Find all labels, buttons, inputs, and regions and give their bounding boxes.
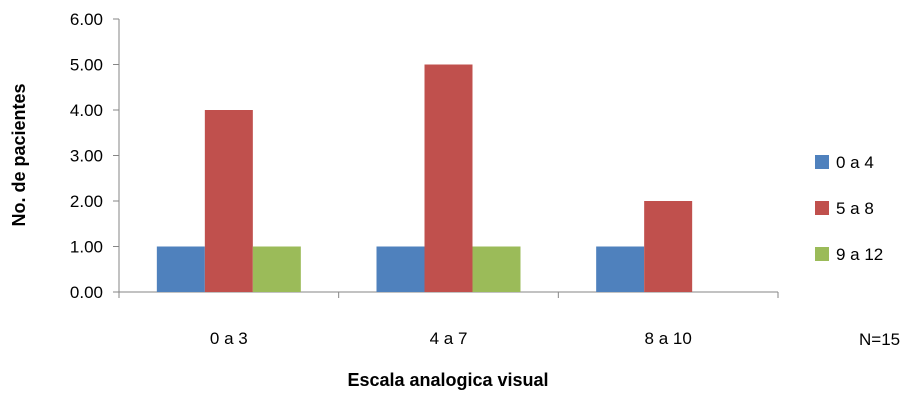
legend-label: 5 a 8 xyxy=(836,199,874,218)
legend-label: 9 a 12 xyxy=(836,245,883,264)
x-axis-title: Escala analogica visual xyxy=(347,370,548,390)
bar xyxy=(596,246,645,292)
x-axis: 0 a 3 4 a 7 8 a 10 xyxy=(118,291,779,348)
y-tick-label: 1.00 xyxy=(70,238,103,257)
y-tick-label: 6.00 xyxy=(70,10,103,29)
x-tick-label: 8 a 10 xyxy=(645,329,692,348)
x-tick-label: 4 a 7 xyxy=(430,329,468,348)
bar xyxy=(252,246,301,292)
y-axis: 0.00 1.00 2.00 3.00 4.00 5.00 6.00 xyxy=(70,10,120,302)
y-tick-label: 0.00 xyxy=(70,283,103,302)
legend: 0 a 4 5 a 8 9 a 12 xyxy=(815,153,883,264)
legend-swatch xyxy=(815,201,829,215)
y-tick-label: 3.00 xyxy=(70,147,103,166)
sample-size-note: N=15 xyxy=(859,330,900,349)
bars xyxy=(156,64,693,292)
legend-swatch xyxy=(815,155,829,169)
bar xyxy=(472,246,521,292)
legend-swatch xyxy=(815,247,829,261)
y-tick-label: 4.00 xyxy=(70,101,103,120)
bar xyxy=(204,110,253,292)
bar xyxy=(424,64,473,292)
bar xyxy=(156,246,205,292)
y-axis-title: No. de pacientes xyxy=(9,83,29,226)
legend-label: 0 a 4 xyxy=(836,153,874,172)
y-tick-label: 2.00 xyxy=(70,192,103,211)
x-tick-label: 0 a 3 xyxy=(210,329,248,348)
bar xyxy=(376,246,425,292)
bar xyxy=(644,201,693,292)
y-tick-label: 5.00 xyxy=(70,56,103,75)
